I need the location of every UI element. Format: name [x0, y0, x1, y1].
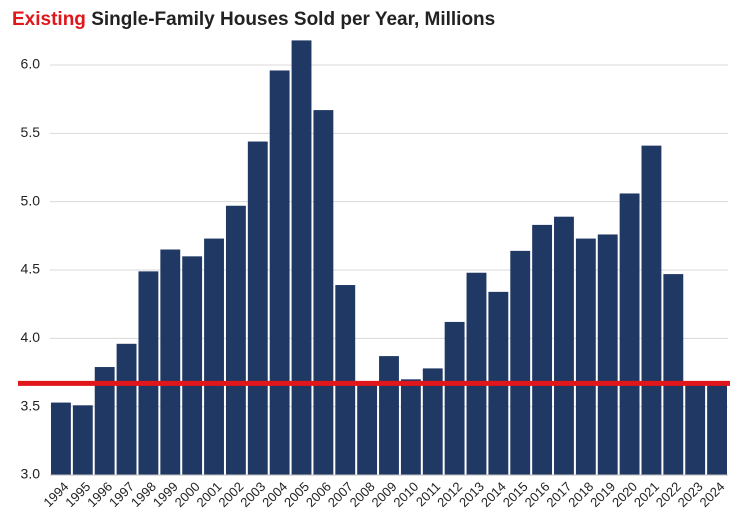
chart-title: Existing Single-Family Houses Sold per Y… [12, 9, 495, 30]
bar [94, 367, 115, 475]
bar [313, 110, 334, 475]
bar [269, 70, 290, 475]
y-tick-label: 4.0 [21, 329, 41, 345]
bar [291, 40, 312, 476]
bar [510, 250, 531, 475]
bar [685, 384, 706, 475]
y-tick-label: 4.5 [21, 261, 41, 277]
y-tick-label: 6.0 [21, 56, 41, 72]
bar [554, 216, 574, 475]
bar [116, 343, 137, 475]
y-tick-label: 3.5 [21, 397, 41, 413]
bar [532, 224, 553, 475]
bar [663, 274, 684, 475]
bar [707, 384, 727, 475]
bar [379, 356, 399, 475]
title-rest: Single-Family Houses Sold per Year, Mill… [91, 9, 495, 30]
bar [619, 193, 640, 475]
bar [72, 405, 93, 475]
bar [138, 271, 159, 475]
bar [357, 384, 378, 475]
bar [400, 379, 421, 475]
y-tick-label: 5.5 [21, 124, 41, 140]
bar [597, 234, 618, 475]
bar [575, 238, 596, 475]
title-highlight: Existing [12, 9, 86, 30]
x-tick-label: 2024 [697, 479, 728, 510]
bar [160, 249, 181, 475]
bar [335, 285, 356, 475]
y-tick-label: 3.0 [21, 466, 41, 482]
y-tick-label: 5.0 [21, 192, 41, 208]
bar [51, 402, 71, 475]
bar [422, 368, 443, 475]
bar [247, 141, 268, 476]
bar [466, 272, 487, 475]
bar [182, 256, 203, 475]
bar [225, 205, 246, 475]
bar [204, 238, 224, 475]
bar [641, 145, 662, 475]
bar [444, 321, 465, 475]
